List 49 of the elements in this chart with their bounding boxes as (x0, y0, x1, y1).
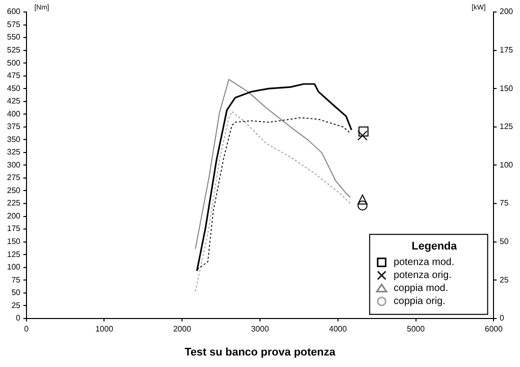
y-tick-label: 200 (6, 211, 21, 220)
y-tick-label: 0 (16, 314, 21, 323)
x-tick-label: 1000 (95, 324, 114, 334)
y-tick-label: 525 (6, 46, 21, 55)
y-tick-label: 350 (6, 134, 21, 144)
y2-tick-label: 125 (500, 122, 514, 132)
y-tick-label: 375 (6, 122, 21, 132)
y2-tick-label: 150 (500, 84, 514, 93)
y-tick-label: 425 (6, 96, 21, 106)
y-tick-label: 75 (11, 275, 21, 284)
y-tick-label: 100 (6, 262, 21, 272)
y2-tick-label: 75 (500, 198, 510, 208)
legend-label: coppia orig. (394, 296, 446, 308)
y2-tick-label: 100 (500, 160, 514, 170)
y-tick-label: 600 (6, 7, 21, 16)
x-tick-label: 0 (24, 324, 30, 334)
y-tick-label: 550 (6, 32, 21, 42)
y-tick-label: 150 (6, 237, 21, 246)
y2-tick-label: 175 (500, 46, 514, 55)
y-tick-label: 125 (6, 250, 21, 259)
x-tick-label: 4000 (328, 324, 348, 334)
x-tick-label: 5000 (406, 324, 426, 334)
y2-tick-label: 50 (500, 237, 510, 246)
y-tick-label: 475 (6, 71, 21, 80)
y-tick-label: 325 (6, 148, 21, 157)
y-tick-label: 250 (6, 186, 21, 195)
y-tick-label: 225 (6, 198, 21, 208)
y-tick-label: 575 (6, 20, 21, 29)
y-tick-label: 450 (6, 84, 21, 93)
y2-tick-label: 25 (500, 275, 510, 284)
legend-label: potenza orig. (394, 270, 452, 282)
y-tick-label: 300 (6, 160, 21, 170)
y2-tick-label: 0 (500, 314, 505, 323)
y-tick-label: 175 (6, 224, 21, 234)
y-tick-label: 275 (6, 173, 21, 182)
y2-tick-label: 200 (500, 7, 514, 16)
y-tick-label: 25 (11, 300, 21, 310)
x-tick-label: 2000 (173, 324, 192, 334)
legend-label: coppia mod. (394, 283, 448, 294)
y-tick-label: 400 (6, 109, 21, 118)
x-tick-label: 6000 (484, 324, 504, 334)
y-tick-label: 50 (11, 288, 21, 298)
legend-title: Legenda (412, 240, 458, 252)
line-series (196, 117, 351, 270)
text: Test su banco prova potenza (184, 346, 336, 359)
y-tick-label: 500 (6, 58, 21, 68)
legend-label: potenza mod. (394, 257, 454, 268)
x-tick-label: 3000 (251, 324, 270, 334)
line-series (194, 111, 351, 292)
